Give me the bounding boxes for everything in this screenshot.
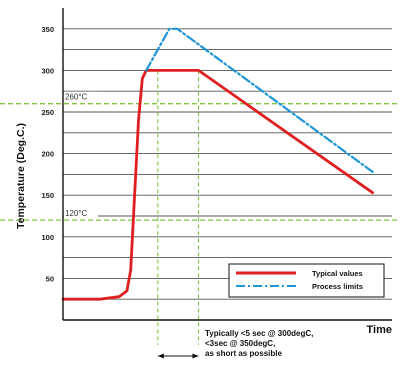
axes [62,8,392,321]
bracket-arrow-left [157,353,164,359]
legend-label-typical: Typical values [312,269,363,278]
series-line-process-limits [145,27,374,173]
duration-bracket [157,353,199,359]
duration-note: Typically <5 sec @ 300degC, <3sec @ 350de… [205,329,313,358]
y-tick-label: 300 [41,66,54,75]
bracket-arrow-right [192,353,199,359]
x-axis-label: Time [367,324,392,336]
series-line-typical [61,69,375,301]
y-axis-label: Temperature (Deg.C.) [15,123,27,229]
y-tick-label: 150 [41,191,54,200]
y-tick-label: 200 [41,150,54,159]
duration-note-line: as short as possible [205,349,282,358]
vertical-markers [157,70,200,345]
reference-label-bg [64,91,98,102]
y-tick-label: 250 [41,108,54,117]
legend: Typical values Process limits [228,263,385,298]
y-tick-label: 100 [41,233,54,242]
reference-label: 260°C [65,93,88,102]
duration-note-line: Typically <5 sec @ 300degC, [205,329,313,338]
legend-box [228,263,385,298]
legend-label-limits: Process limits [312,282,363,291]
y-tick-label: 350 [41,25,54,34]
y-ticks: 50 100 150 200 250 300 350 [41,25,54,284]
reference-label: 120°C [65,209,88,218]
reference-label-bg [64,208,98,219]
y-tick-label: 50 [46,274,54,283]
reference-lines: 260°C 120°C [0,91,400,221]
duration-note-line: <3sec @ 350degC, [205,339,275,348]
grid-lines [63,28,392,300]
series-lines [61,27,375,301]
